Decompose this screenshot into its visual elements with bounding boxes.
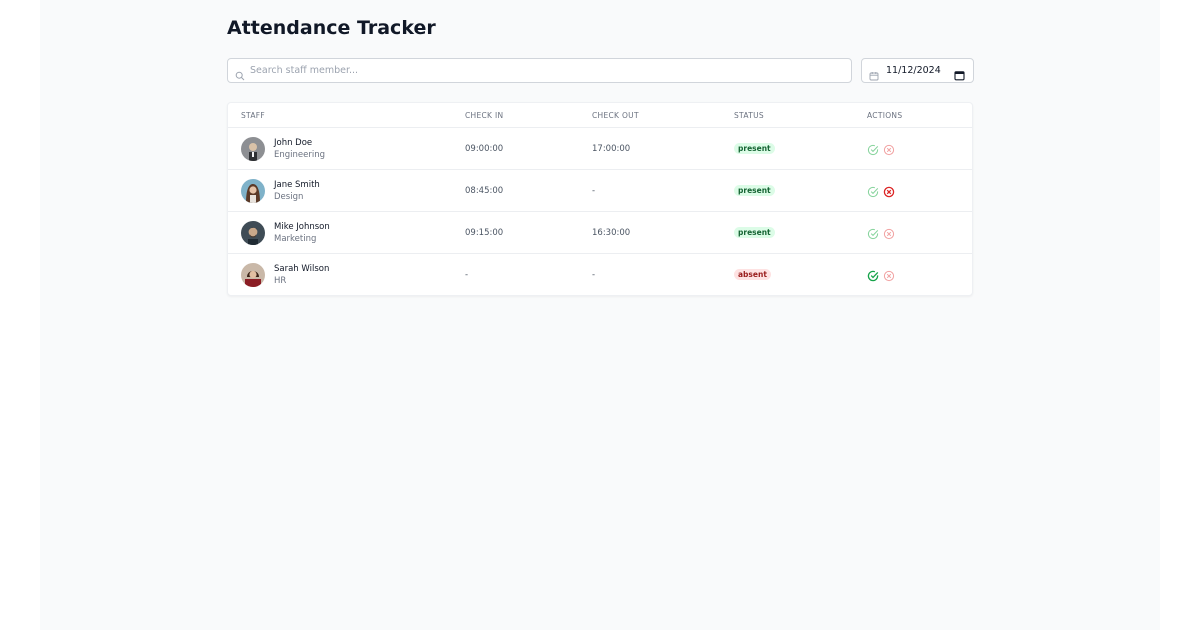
check-out-time: - — [592, 186, 596, 196]
x-circle-icon[interactable] — [883, 267, 895, 282]
check-circle-icon[interactable] — [867, 183, 879, 198]
x-circle-icon[interactable] — [883, 225, 895, 240]
page-title: Attendance Tracker — [227, 17, 436, 39]
check-in-time: 09:00:00 — [465, 144, 504, 154]
table-row: Mike Johnson Marketing 09:15:00 16:30:00… — [228, 212, 972, 254]
search-box[interactable] — [227, 58, 852, 83]
status-badge: present — [734, 185, 775, 196]
header-check-in: CHECK IN — [465, 111, 504, 120]
staff-name: Sarah Wilson — [274, 264, 330, 274]
attendance-table: STAFF CHECK IN CHECK OUT STATUS ACTIONS … — [227, 102, 973, 296]
avatar — [241, 221, 265, 245]
table-row: Sarah Wilson HR - - absent — [228, 254, 972, 295]
check-circle-icon[interactable] — [867, 141, 879, 156]
check-out-time: 16:30:00 — [592, 228, 631, 238]
check-circle-icon[interactable] — [867, 225, 879, 240]
check-out-time: 17:00:00 — [592, 144, 631, 154]
header-actions: ACTIONS — [867, 111, 903, 120]
status-badge: present — [734, 143, 775, 154]
staff-name: John Doe — [274, 138, 313, 148]
staff-department: HR — [274, 276, 287, 286]
check-in-time: 09:15:00 — [465, 228, 504, 238]
check-in-time: 08:45:00 — [465, 186, 504, 196]
calendar-icon — [869, 66, 879, 81]
date-value[interactable]: 11/12/2024 — [886, 65, 941, 76]
calendar-picker-icon[interactable] — [954, 66, 965, 81]
check-circle-icon[interactable] — [867, 267, 879, 282]
avatar — [241, 263, 265, 287]
staff-name: Jane Smith — [274, 180, 320, 190]
staff-department: Marketing — [274, 234, 317, 244]
avatar — [241, 137, 265, 161]
page-background: Attendance Tracker 11/12/2024 STAFF CHEC… — [40, 0, 1160, 630]
header-status: STATUS — [734, 111, 764, 120]
x-circle-icon[interactable] — [883, 183, 895, 198]
staff-department: Design — [274, 192, 304, 202]
avatar — [241, 179, 265, 203]
header-check-out: CHECK OUT — [592, 111, 639, 120]
table-header: STAFF CHECK IN CHECK OUT STATUS ACTIONS — [228, 103, 972, 128]
staff-name: Mike Johnson — [274, 222, 330, 232]
x-circle-icon[interactable] — [883, 141, 895, 156]
table-row: Jane Smith Design 08:45:00 - present — [228, 170, 972, 212]
table-row: John Doe Engineering 09:00:00 17:00:00 p… — [228, 128, 972, 170]
status-badge: absent — [734, 269, 771, 280]
date-picker[interactable]: 11/12/2024 — [861, 58, 974, 83]
status-badge: present — [734, 227, 775, 238]
search-icon — [235, 66, 245, 81]
check-out-time: - — [592, 270, 596, 280]
search-input[interactable] — [250, 59, 840, 82]
check-in-time: - — [465, 270, 469, 280]
header-staff: STAFF — [241, 111, 266, 120]
staff-department: Engineering — [274, 150, 325, 160]
